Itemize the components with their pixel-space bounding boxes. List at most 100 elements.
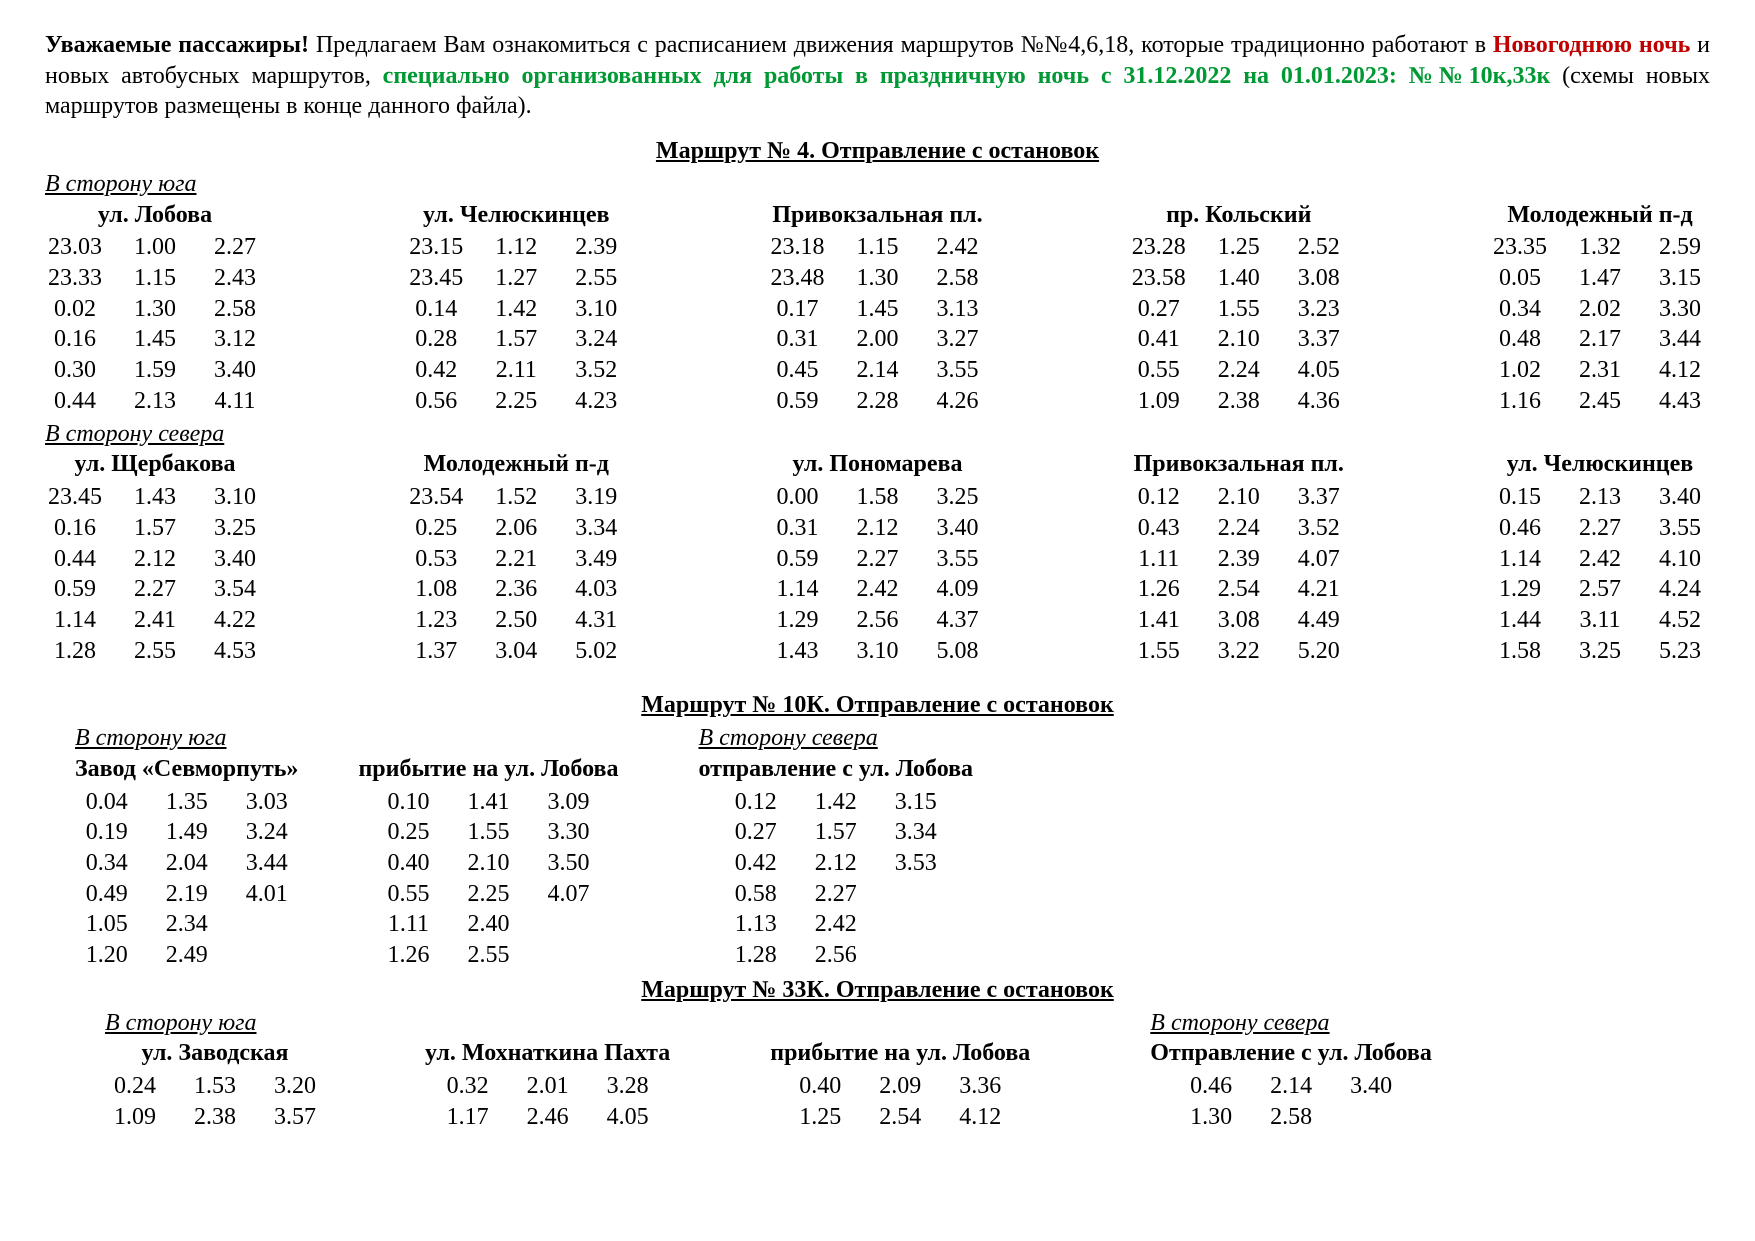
time-cell: 3.11: [1570, 605, 1630, 636]
stop-name: ул. Челюскинцев: [1507, 449, 1694, 480]
time-cell: 2.17: [1570, 324, 1630, 355]
time-cell: 0.19: [77, 817, 137, 848]
times-grid: 0.402.093.361.252.544.12: [790, 1071, 1010, 1132]
time-cell: 1.00: [125, 232, 185, 263]
route33k-north-stops: Отправление с ул. Лобова0.462.143.401.30…: [1150, 1038, 1432, 1132]
time-cell: 4.23: [566, 386, 626, 417]
times-grid: 0.152.133.400.462.273.551.142.424.101.29…: [1490, 482, 1710, 666]
stop-name: Отправление с ул. Лобова: [1150, 1038, 1432, 1069]
time-cell: 1.37: [406, 636, 466, 667]
time-cell: 1.57: [806, 817, 866, 848]
time-cell: 4.01: [237, 879, 297, 910]
time-cell: 3.57: [265, 1102, 325, 1133]
times-grid: 0.462.143.401.302.58: [1181, 1071, 1401, 1132]
time-cell: 4.12: [950, 1102, 1010, 1133]
time-cell: 2.42: [806, 909, 866, 940]
time-cell: 2.11: [486, 355, 546, 386]
time-cell: 2.56: [806, 940, 866, 971]
time-cell: 4.21: [1289, 574, 1349, 605]
stop-block: прибытие на ул. Лобова0.402.093.361.252.…: [770, 1038, 1030, 1132]
time-cell: 1.57: [486, 324, 546, 355]
time-cell: 0.45: [768, 355, 828, 386]
time-cell: 0.32: [438, 1071, 498, 1102]
time-cell: 3.50: [538, 848, 598, 879]
time-cell: 2.54: [1209, 574, 1269, 605]
time-cell: 3.10: [205, 482, 265, 513]
time-cell: 2.25: [458, 879, 518, 910]
route33k-south-stops: ул. Заводская0.241.533.201.092.383.57ул.…: [105, 1038, 1030, 1132]
time-cell: 1.11: [1129, 544, 1189, 575]
time-cell: 0.59: [768, 544, 828, 575]
time-cell: [886, 909, 946, 940]
stop-name: ул. Пономарева: [792, 449, 962, 480]
time-cell: [886, 940, 946, 971]
stop-block: Завод «Севморпуть»0.041.353.030.191.493.…: [75, 754, 298, 971]
time-cell: 1.26: [378, 940, 438, 971]
time-cell: 23.33: [45, 263, 105, 294]
time-cell: 0.59: [45, 574, 105, 605]
time-cell: 3.10: [566, 294, 626, 325]
time-cell: 2.58: [1261, 1102, 1321, 1133]
time-cell: 1.40: [1209, 263, 1269, 294]
page: Уважаемые пассажиры! Предлагаем Вам озна…: [0, 0, 1755, 1241]
time-cell: 4.31: [566, 605, 626, 636]
times-grid: 23.351.322.590.051.473.150.342.023.300.4…: [1490, 232, 1710, 416]
time-cell: 23.03: [45, 232, 105, 263]
time-cell: 2.40: [458, 909, 518, 940]
time-cell: 2.56: [848, 605, 908, 636]
time-cell: 0.46: [1490, 513, 1550, 544]
time-cell: 4.09: [928, 574, 988, 605]
time-cell: 1.08: [406, 574, 466, 605]
time-cell: 0.16: [45, 513, 105, 544]
time-cell: 1.44: [1490, 605, 1550, 636]
time-cell: 1.29: [1490, 574, 1550, 605]
time-cell: 2.21: [486, 544, 546, 575]
time-cell: 3.40: [205, 544, 265, 575]
time-cell: 2.38: [1209, 386, 1269, 417]
route4-south-label: В сторону юга: [45, 169, 1710, 200]
time-cell: 4.05: [1289, 355, 1349, 386]
time-cell: 1.13: [726, 909, 786, 940]
time-cell: 0.28: [406, 324, 466, 355]
time-cell: 2.42: [1570, 544, 1630, 575]
times-grid: 0.001.583.250.312.123.400.592.273.551.14…: [768, 482, 988, 666]
time-cell: 2.14: [848, 355, 908, 386]
time-cell: 3.24: [237, 817, 297, 848]
time-cell: 2.39: [566, 232, 626, 263]
times-grid: 0.041.353.030.191.493.240.342.043.440.49…: [77, 787, 297, 971]
time-cell: 23.15: [406, 232, 466, 263]
time-cell: 0.10: [378, 787, 438, 818]
time-cell: 23.48: [768, 263, 828, 294]
time-cell: 0.17: [768, 294, 828, 325]
stop-name: ул. Мохнаткина Пахта: [425, 1038, 670, 1069]
time-cell: 3.20: [265, 1071, 325, 1102]
time-cell: 0.31: [768, 513, 828, 544]
stop-block: ул. Пономарева0.001.583.250.312.123.400.…: [768, 449, 988, 666]
time-cell: 0.41: [1129, 324, 1189, 355]
intro-green: специально организованных для работы в п…: [383, 63, 1551, 89]
time-cell: 2.58: [205, 294, 265, 325]
time-cell: 2.27: [806, 879, 866, 910]
time-cell: 3.34: [886, 817, 946, 848]
stop-name: ул. Челюскинцев: [423, 200, 610, 231]
time-cell: 23.58: [1129, 263, 1189, 294]
time-cell: 0.15: [1490, 482, 1550, 513]
time-cell: 2.34: [157, 909, 217, 940]
time-cell: 2.13: [1570, 482, 1630, 513]
stop-block: Отправление с ул. Лобова0.462.143.401.30…: [1150, 1038, 1432, 1132]
time-cell: 2.55: [566, 263, 626, 294]
time-cell: 2.12: [848, 513, 908, 544]
time-cell: 1.15: [848, 232, 908, 263]
time-cell: 2.27: [125, 574, 185, 605]
time-cell: [538, 909, 598, 940]
time-cell: 4.53: [205, 636, 265, 667]
time-cell: 1.49: [157, 817, 217, 848]
stop-name: Молодежный п-д: [1507, 200, 1692, 231]
intro-paragraph: Уважаемые пассажиры! Предлагаем Вам озна…: [45, 30, 1710, 122]
intro-text-1: Предлагаем Вам ознакомиться с расписание…: [309, 32, 1493, 58]
time-cell: 0.27: [1129, 294, 1189, 325]
time-cell: 4.36: [1289, 386, 1349, 417]
stop-block: Привокзальная пл.23.181.152.4223.481.302…: [768, 200, 988, 417]
intro-red: Новогоднюю ночь: [1493, 32, 1690, 58]
stop-name: ул. Лобова: [98, 200, 212, 231]
